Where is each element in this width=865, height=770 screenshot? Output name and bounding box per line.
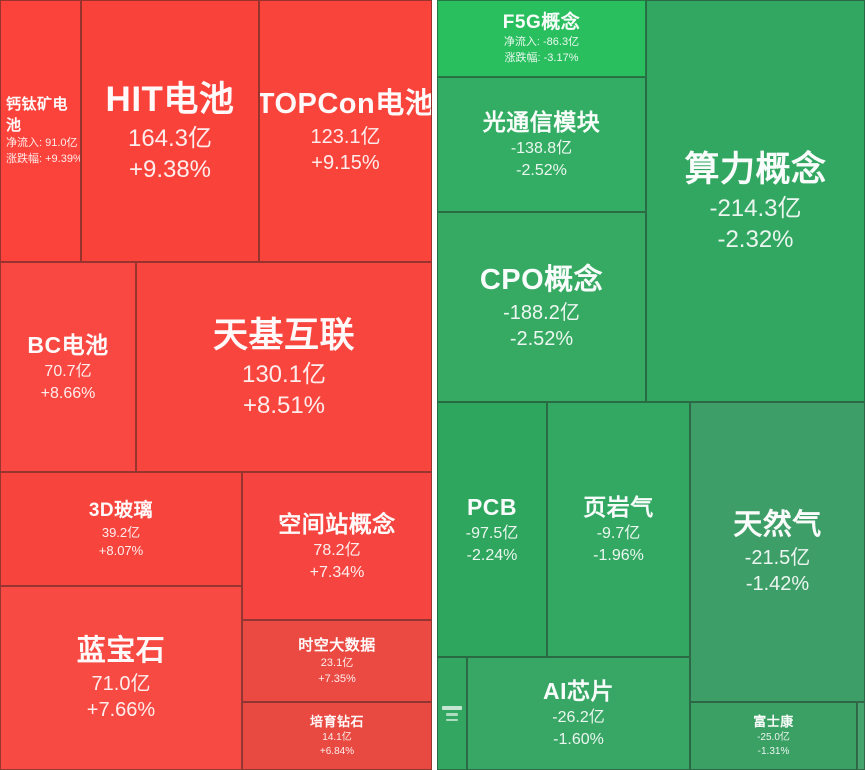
tile-net-inflow: -9.7亿 xyxy=(596,525,641,543)
tile-net-inflow: -188.2亿 xyxy=(503,301,580,324)
tile-net-inflow: 130.1亿 xyxy=(241,360,327,388)
treemap-tile-sapphire[interactable]: 蓝宝石 71.0亿 +7.66% xyxy=(0,586,242,770)
tile-change-pct: 涨跌幅: +9.39% xyxy=(6,153,81,165)
tile-change-pct: +7.66% xyxy=(86,698,156,721)
tile-change-pct: +8.51% xyxy=(242,391,326,419)
tile-change-pct: +8.07% xyxy=(98,542,144,558)
tile-net-inflow: -214.3亿 xyxy=(709,194,802,222)
tile-change-pct: -1.60% xyxy=(553,731,604,749)
tile-label: 培育钻石 xyxy=(309,713,364,729)
tile-label: 空间站概念 xyxy=(278,510,396,537)
tile-label: 3D玻璃 xyxy=(88,499,154,521)
tile-net-inflow: 164.3亿 xyxy=(127,124,213,152)
tile-change-pct: -1.96% xyxy=(593,547,644,565)
tile-net-inflow: -25.0亿 xyxy=(757,732,790,744)
illegible-micro-text xyxy=(446,713,458,716)
tile-net-inflow: 70.7亿 xyxy=(44,362,92,380)
tile-change-pct: -1.42% xyxy=(745,572,810,595)
tile-net-inflow: 净流入: 91.0亿 xyxy=(6,137,78,150)
treemap-tile-lab-grown-diamond[interactable]: 培育钻石 14.1亿 +6.84% xyxy=(242,702,432,770)
tile-label: 天然气 xyxy=(733,509,822,542)
tile-label: BC电池 xyxy=(27,331,109,358)
tile-label: 钙钛矿电池 xyxy=(6,96,69,135)
tile-change-pct: -2.52% xyxy=(516,162,567,180)
treemap-tile-topcon-battery[interactable]: TOPCon电池 123.1亿 +9.15% xyxy=(259,0,432,262)
tile-label: 天基互联 xyxy=(212,316,355,356)
tile-net-inflow: -97.5亿 xyxy=(465,525,519,543)
tile-label: F5G概念 xyxy=(502,11,581,33)
treemap-tile-shale-gas[interactable]: 页岩气 -9.7亿 -1.96% xyxy=(547,402,690,657)
treemap-tile-f5g-concept[interactable]: F5G概念净流入: -86.3亿 涨跌幅: -3.17% xyxy=(437,0,646,77)
treemap-tile-foxconn[interactable]: 富士康 -25.0亿 -1.31% xyxy=(690,702,857,770)
treemap-tile-hit-battery[interactable]: HIT电池 164.3亿 +9.38% xyxy=(81,0,259,262)
treemap-tile-satellite-internet[interactable]: 天基互联 130.1亿 +8.51% xyxy=(136,262,432,472)
tile-net-inflow: -26.2亿 xyxy=(552,709,605,727)
tile-change-pct: -2.52% xyxy=(509,327,574,350)
tile-change-pct: +8.66% xyxy=(40,384,96,402)
tile-change-pct: +7.35% xyxy=(318,672,356,685)
illegible-micro-text xyxy=(446,718,458,721)
tile-label: 算力概念 xyxy=(684,150,827,190)
treemap-tile-ai-chip[interactable]: AI芯片 -26.2亿 -1.60% xyxy=(467,657,690,770)
tile-label: AI芯片 xyxy=(543,678,614,705)
tile-change-pct: 涨跌幅: -3.17% xyxy=(504,52,579,65)
treemap-tile-perovskite-battery[interactable]: 钙钛矿电池净流入: 91.0亿 涨跌幅: +9.39% xyxy=(0,0,81,262)
treemap-tile-cpo-concept[interactable]: CPO概念 -188.2亿 -2.52% xyxy=(437,212,646,402)
tile-label: 光通信模块 xyxy=(482,109,601,136)
tile-net-inflow: 39.2亿 xyxy=(101,524,141,540)
tile-net-inflow: 14.1亿 xyxy=(322,732,352,744)
tile-change-pct: +9.38% xyxy=(128,155,212,183)
illegible-micro-text xyxy=(442,706,462,710)
treemap-tile-bc-battery[interactable]: BC电池 70.7亿 +8.66% xyxy=(0,262,136,472)
tile-label: PCB xyxy=(466,494,518,521)
treemap-tile-pcb[interactable]: PCB -97.5亿 -2.24% xyxy=(437,402,547,657)
tile-label: 富士康 xyxy=(753,713,794,729)
tile-net-inflow: 71.0亿 xyxy=(91,672,151,695)
treemap-tile-computing-power[interactable]: 算力概念 -214.3亿 -2.32% xyxy=(646,0,865,402)
treemap-tile-optical-module[interactable]: 光通信模块 -138.8亿 -2.52% xyxy=(437,77,646,212)
tile-label: TOPCon电池 xyxy=(259,88,432,121)
treemap-tile-space-station[interactable]: 空间站概念 78.2亿 +7.34% xyxy=(242,472,432,620)
treemap-tile-spatiotemporal-data[interactable]: 时空大数据 23.1亿 +7.35% xyxy=(242,620,432,702)
treemap-tile-3d-glass[interactable]: 3D玻璃 39.2亿 +8.07% xyxy=(0,472,242,586)
tile-label: 页岩气 xyxy=(583,494,654,521)
tile-change-pct: +7.34% xyxy=(309,563,365,581)
tile-change-pct: -2.32% xyxy=(717,225,794,253)
tile-label: HIT电池 xyxy=(105,80,235,120)
tile-change-pct: -1.31% xyxy=(757,746,790,758)
tile-change-pct: +6.84% xyxy=(319,746,355,758)
tile-label: CPO概念 xyxy=(479,264,604,297)
tile-net-inflow: -21.5亿 xyxy=(744,546,811,569)
tile-net-inflow: 23.1亿 xyxy=(320,657,354,670)
tile-net-inflow: 净流入: -86.3亿 xyxy=(503,36,580,49)
tile-net-inflow: -138.8亿 xyxy=(510,140,573,158)
tile-change-pct: +9.15% xyxy=(311,151,380,174)
treemap-tile-micro-tile[interactable] xyxy=(437,657,467,770)
tile-label: 蓝宝石 xyxy=(76,635,166,668)
tile-net-inflow: 78.2亿 xyxy=(313,541,361,559)
treemap-tile-edge-sliver[interactable] xyxy=(857,702,865,770)
treemap-tile-natural-gas[interactable]: 天然气 -21.5亿 -1.42% xyxy=(690,402,865,702)
tile-label: 时空大数据 xyxy=(298,637,376,655)
tile-change-pct: -2.24% xyxy=(466,547,518,565)
tile-net-inflow: 123.1亿 xyxy=(310,125,381,148)
